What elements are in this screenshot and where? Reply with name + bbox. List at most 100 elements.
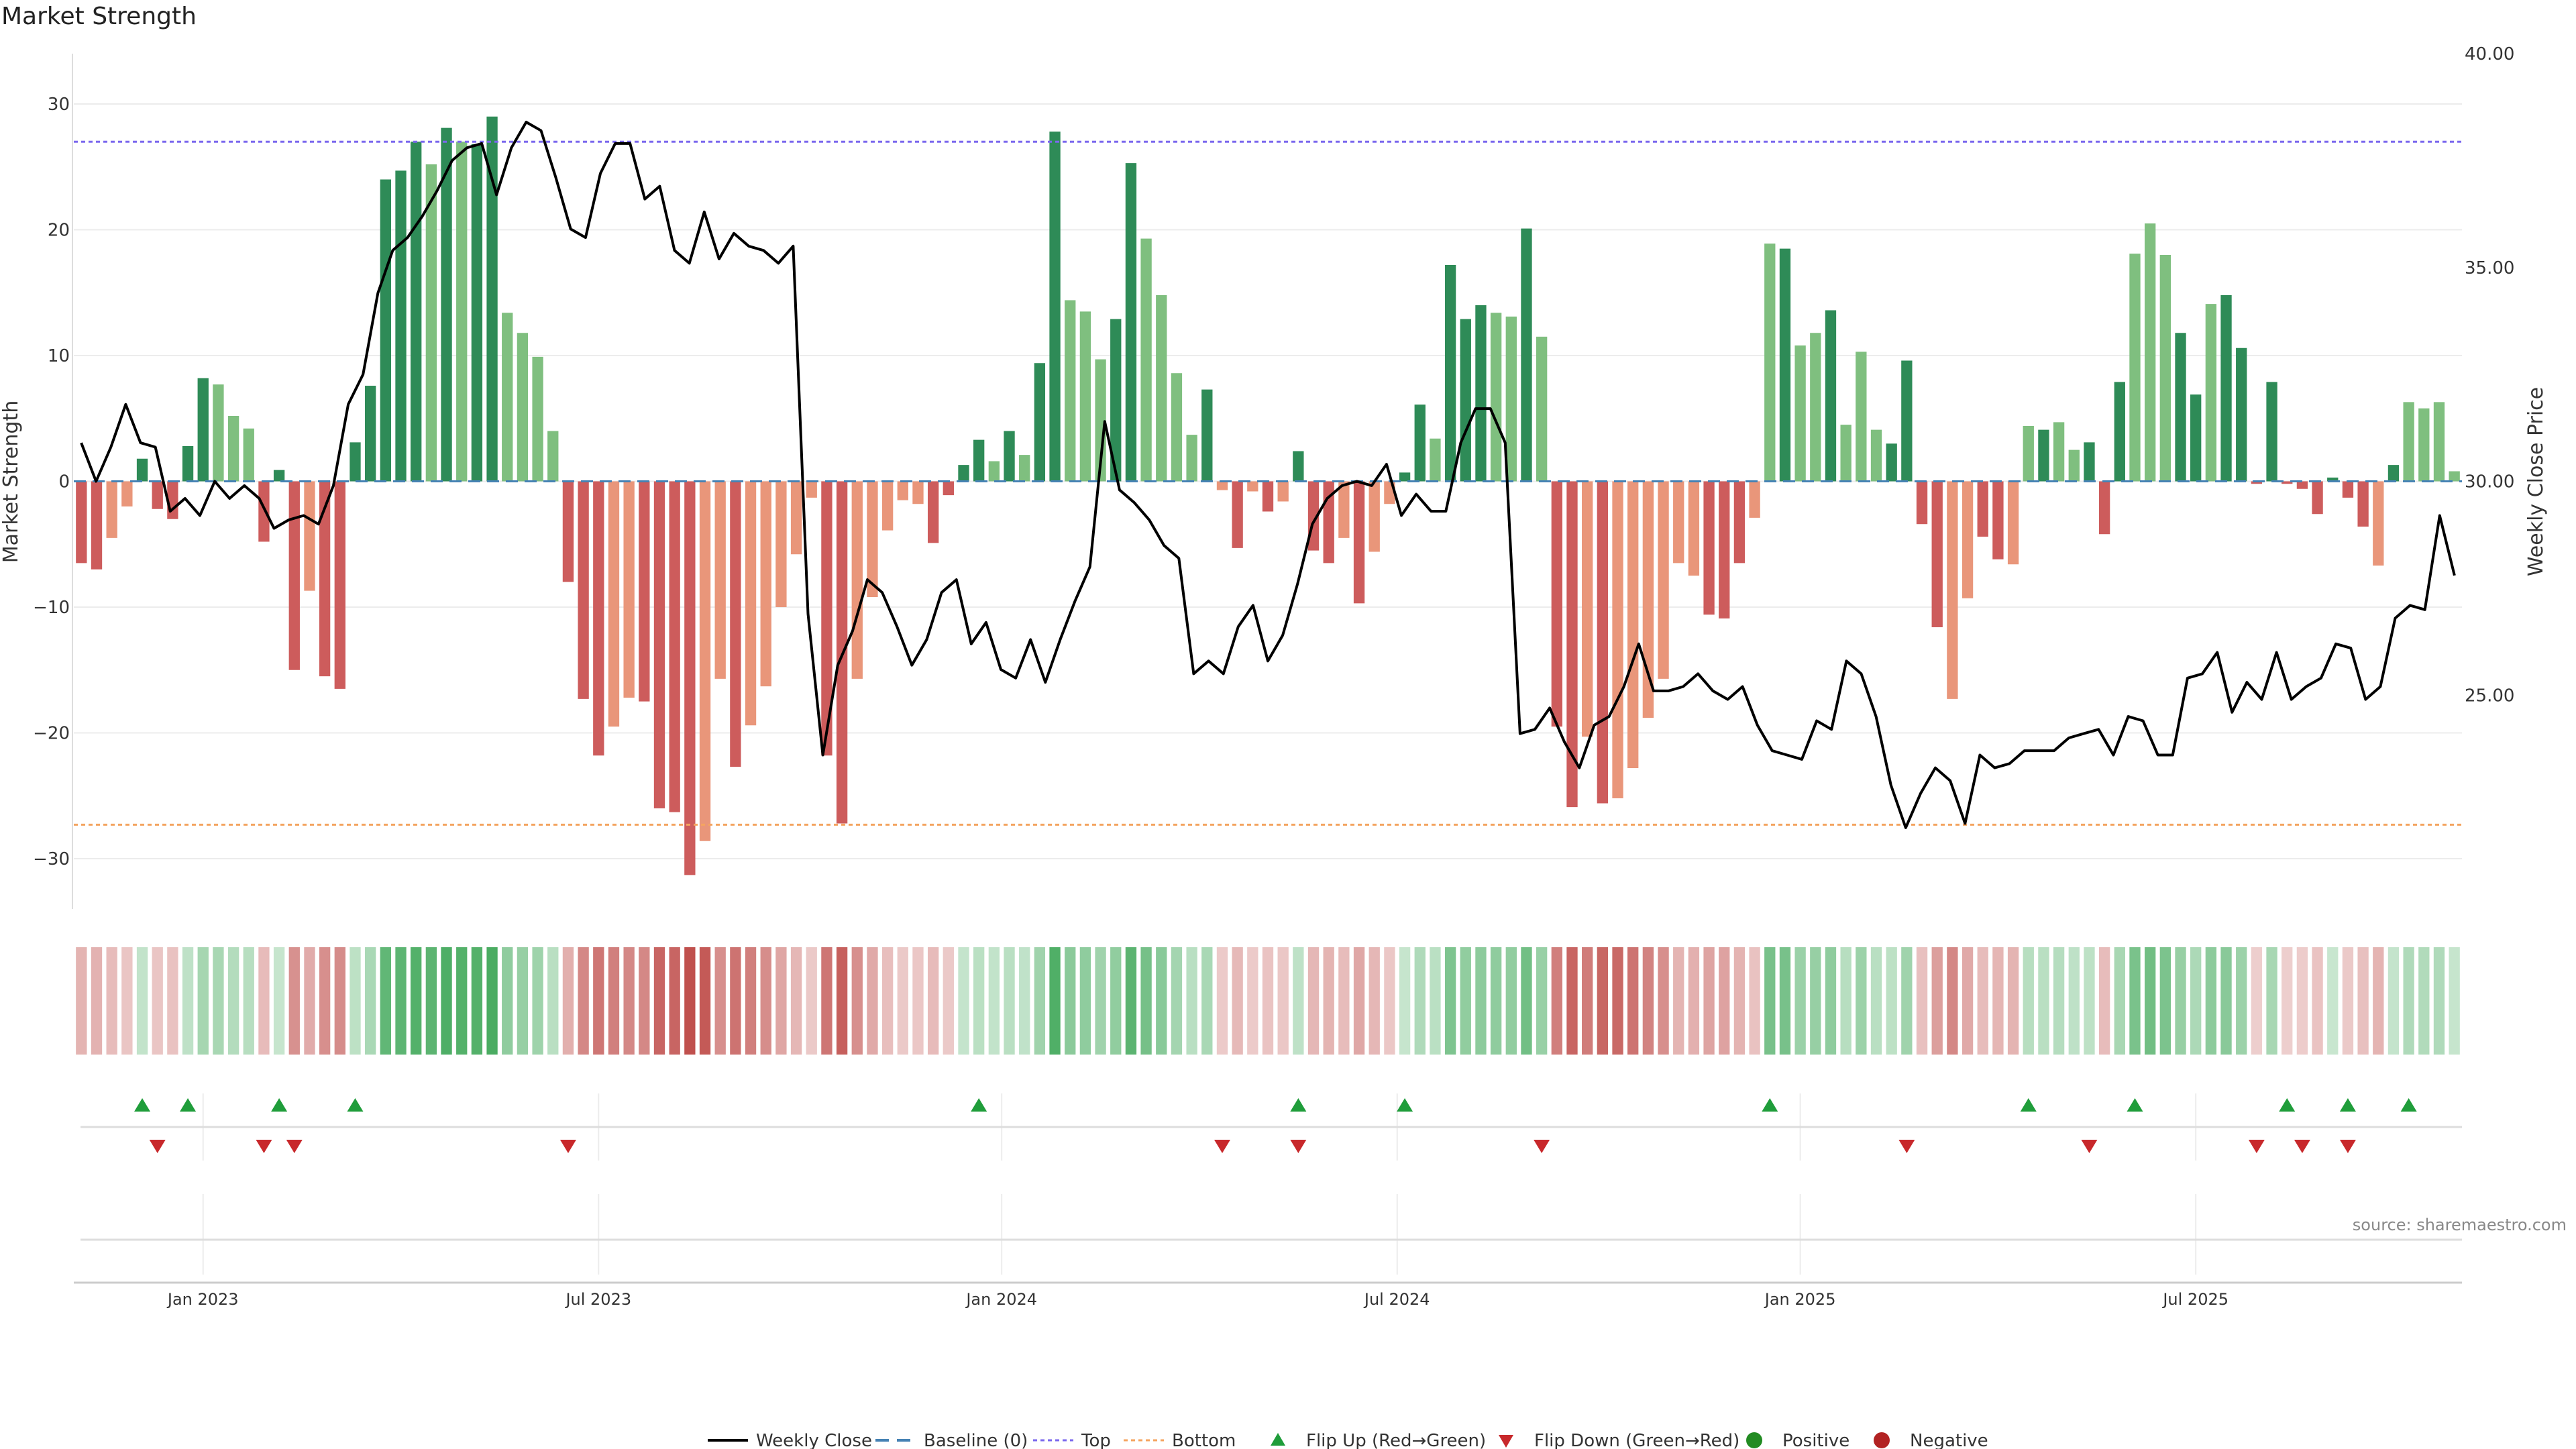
heat-cell — [745, 947, 757, 1055]
heat-cell — [2282, 947, 2293, 1055]
heat-cell — [2342, 947, 2354, 1055]
strength-bar — [1125, 163, 1137, 482]
strength-bar — [1627, 481, 1639, 768]
strength-bar — [76, 481, 87, 564]
price-line-layer — [80, 121, 2456, 829]
y-tick-left: −10 — [33, 598, 70, 618]
strength-bar — [1368, 481, 1380, 552]
heat-cell — [1597, 947, 1609, 1055]
strength-bar — [1079, 311, 1091, 482]
strength-bar — [258, 481, 270, 542]
flip-down-marker — [1290, 1140, 1307, 1153]
chart-title: Market Strength — [1, 3, 197, 30]
heat-cell — [532, 947, 543, 1055]
heat-cell — [2098, 947, 2110, 1055]
heat-cell — [441, 947, 452, 1055]
heat-cell — [1840, 947, 1851, 1055]
strength-bar — [1430, 438, 1441, 482]
heat-cell — [988, 947, 1000, 1055]
strength-bar — [593, 481, 604, 756]
strength-bar — [1414, 405, 1426, 482]
heat-cell — [1262, 947, 1274, 1055]
y-tick-left: 0 — [58, 472, 70, 492]
strength-bar — [1232, 481, 1243, 548]
heat-cell — [1673, 947, 1684, 1055]
flip-up-marker — [180, 1098, 197, 1112]
strength-bar — [2205, 304, 2217, 482]
strength-bar — [1262, 481, 1274, 512]
legend-item-negative_dot: Negative — [1874, 1431, 1988, 1449]
strength-bar — [1034, 363, 1046, 482]
heat-cell — [2175, 947, 2186, 1055]
strength-bar — [1201, 389, 1213, 482]
strength-bar — [152, 481, 163, 509]
flip-up-marker — [2127, 1098, 2143, 1112]
heat-cell — [1293, 947, 1304, 1055]
strength-bar — [669, 481, 680, 812]
strength-bar — [1856, 352, 1867, 482]
y-tick-right: 35.00 — [2465, 258, 2514, 278]
flip-up-marker — [1762, 1098, 1778, 1112]
heat-cell — [91, 947, 103, 1055]
strength-bar — [1977, 481, 1988, 537]
strength-bar — [334, 481, 345, 689]
strength-bar — [2296, 481, 2308, 489]
strength-bar — [380, 179, 392, 482]
strength-bar — [1703, 481, 1715, 615]
heat-cell — [653, 947, 665, 1055]
heat-cell — [2205, 947, 2217, 1055]
strength-bar — [821, 481, 833, 756]
heat-cell — [2312, 947, 2323, 1055]
strength-bar — [1475, 305, 1487, 482]
strength-bar — [1916, 481, 1928, 525]
heat-cell — [425, 947, 437, 1055]
heat-cell — [182, 947, 194, 1055]
flip-down-marker — [2339, 1140, 2356, 1153]
heat-cell — [2266, 947, 2277, 1055]
strength-bar — [578, 481, 589, 699]
heat-cell — [273, 947, 285, 1055]
strength-bar — [2236, 347, 2247, 482]
strength-bar — [699, 481, 711, 841]
strength-bar — [411, 142, 422, 482]
strength-bar — [1688, 481, 1700, 576]
strength-bar — [1019, 455, 1030, 482]
heat-cell — [623, 947, 635, 1055]
strength-bar — [1870, 429, 1882, 482]
strength-bar — [1658, 481, 1669, 679]
heat-cell — [2357, 947, 2369, 1055]
heat-cell — [76, 947, 87, 1055]
heat-cell — [1870, 947, 1882, 1055]
heat-cell — [1460, 947, 1471, 1055]
legend-label: Positive — [1782, 1431, 1849, 1449]
y-axis-label-left: Market Strength — [0, 400, 23, 563]
strength-bar — [456, 142, 468, 482]
legend-triangle-up-icon — [1271, 1433, 1285, 1446]
flip-up-marker — [2400, 1098, 2417, 1112]
heat-cell — [1019, 947, 1030, 1055]
heat-cell — [1566, 947, 1578, 1055]
strength-heat-strip — [76, 947, 2460, 1055]
heat-cell — [1110, 947, 1122, 1055]
flip-up-marker — [1290, 1098, 1307, 1112]
legend-item-price: Weekly Close — [708, 1431, 872, 1449]
strength-bar — [714, 481, 726, 679]
strength-bar — [1749, 481, 1760, 518]
strength-bar — [2251, 481, 2263, 484]
strength-bar — [243, 428, 254, 482]
strength-bar — [562, 481, 574, 582]
heat-cell — [1719, 947, 1730, 1055]
heat-cell — [2084, 947, 2095, 1055]
flip-up-marker — [971, 1098, 987, 1112]
strength-bar — [684, 481, 696, 875]
strength-bar — [1140, 238, 1152, 482]
heat-cell — [1733, 947, 1746, 1055]
heat-cell — [1794, 947, 1806, 1055]
heat-cell — [1140, 947, 1152, 1055]
heat-cell — [288, 947, 300, 1055]
weekly-close-line — [80, 121, 2456, 829]
x-tick-label: Jul 2025 — [2161, 1290, 2229, 1309]
heat-cell — [927, 947, 939, 1055]
strength-bar — [973, 439, 985, 482]
strength-bar — [2220, 295, 2232, 482]
